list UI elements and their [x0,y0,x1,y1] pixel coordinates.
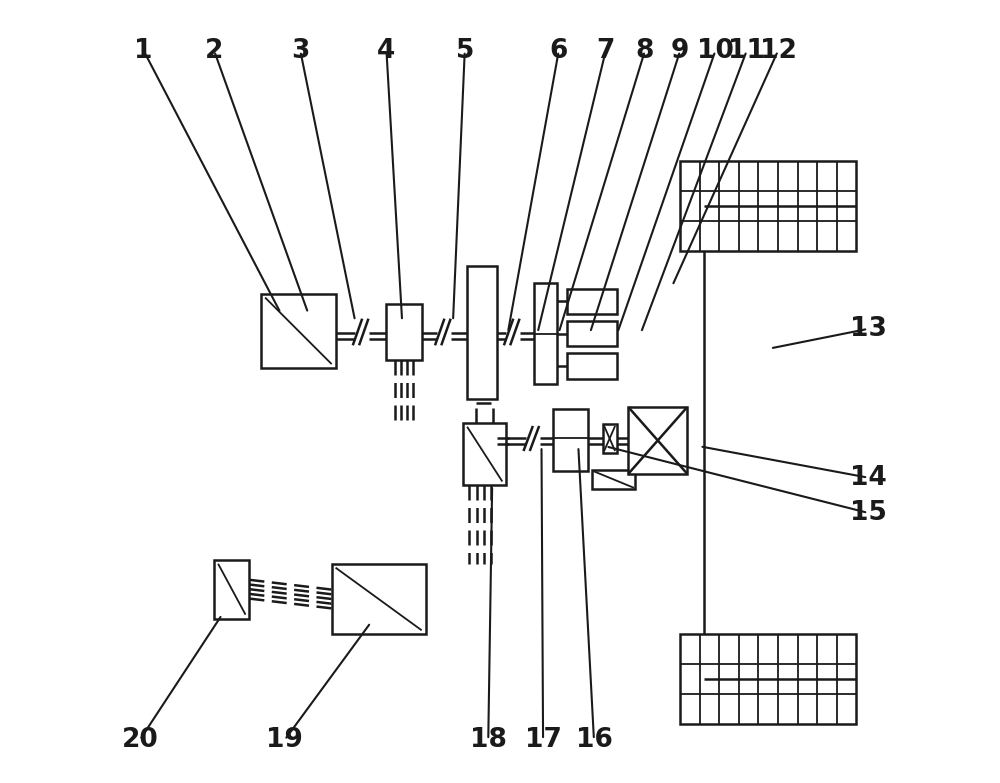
FancyBboxPatch shape [467,266,497,399]
Text: 5: 5 [456,38,474,64]
Text: 10: 10 [697,38,734,64]
FancyBboxPatch shape [463,423,506,485]
FancyBboxPatch shape [628,407,687,474]
FancyBboxPatch shape [567,352,617,378]
FancyBboxPatch shape [214,560,249,619]
Text: 9: 9 [671,38,689,64]
Text: 4: 4 [377,38,396,64]
Text: 11: 11 [728,38,765,64]
FancyBboxPatch shape [261,294,336,368]
Text: 13: 13 [850,316,886,342]
FancyBboxPatch shape [567,320,617,346]
Text: 16: 16 [576,727,612,753]
FancyBboxPatch shape [680,634,856,724]
Text: 15: 15 [850,500,886,526]
FancyBboxPatch shape [386,304,422,360]
Text: 3: 3 [291,38,310,64]
FancyBboxPatch shape [680,161,856,251]
FancyBboxPatch shape [553,409,588,471]
Text: 6: 6 [550,38,568,64]
Text: 7: 7 [597,38,615,64]
FancyBboxPatch shape [603,424,617,453]
Text: 12: 12 [760,38,796,64]
Text: 17: 17 [525,727,562,753]
Text: 14: 14 [850,464,886,491]
FancyBboxPatch shape [567,289,617,315]
Text: 1: 1 [134,38,153,64]
Text: 8: 8 [636,38,654,64]
FancyBboxPatch shape [332,564,426,634]
Text: 2: 2 [205,38,223,64]
Text: 20: 20 [121,727,158,753]
FancyBboxPatch shape [592,470,635,489]
Text: 18: 18 [470,727,507,753]
Text: 19: 19 [266,727,303,753]
FancyBboxPatch shape [534,283,557,384]
